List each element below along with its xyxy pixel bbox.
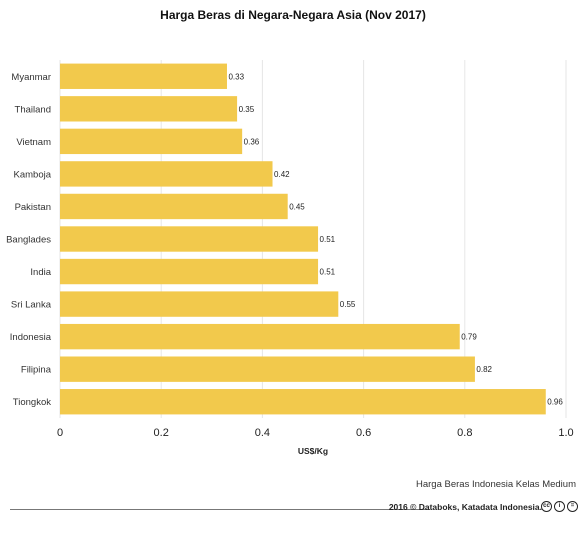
value-label: 0.51 [320, 268, 336, 277]
license-icons: cc i = [541, 501, 578, 512]
bar-chart: Myanmar Thailand Vietnam Kamboja Pakistan Ban… [6, 60, 574, 456]
category-label: Pakistan [15, 202, 51, 213]
value-labels: 0.33 0.35 0.36 0.42 0.45 0.51 0.51 0.55 0.79 0.82… [228, 72, 563, 406]
nd-icon: = [567, 501, 578, 512]
bar [60, 63, 227, 89]
value-label: 0.35 [239, 105, 255, 114]
value-label: 0.96 [547, 398, 563, 407]
bar [60, 291, 339, 317]
bar [60, 193, 288, 220]
value-label: 0.55 [340, 300, 356, 309]
category-label: Banglades [6, 235, 51, 246]
chart-note: Harga Beras Indonesia Kelas Medium [415, 479, 576, 490]
category-label: Vietnam [16, 137, 51, 148]
category-label: Thailand [15, 104, 51, 115]
bar [60, 258, 319, 285]
bar [60, 389, 546, 415]
chart-title: Harga Beras di Negara-Negara Asia (Nov 2… [160, 8, 426, 22]
category-label: Indonesia [10, 332, 52, 343]
category-label: India [30, 267, 51, 278]
bar [60, 356, 475, 382]
value-label: 0.42 [274, 170, 290, 179]
category-label: Tiongkok [13, 397, 51, 408]
value-label: 0.51 [320, 235, 336, 244]
x-tick-label: 0 [57, 427, 63, 439]
value-label: 0.79 [461, 333, 477, 342]
x-tick-label: 0.4 [255, 427, 270, 439]
x-tick-label: 1.0 [558, 427, 573, 439]
category-label: Filipina [21, 365, 52, 376]
by-icon: i [554, 501, 565, 512]
category-labels: Myanmar Thailand Vietnam Kamboja Pakistan Ban… [6, 72, 52, 408]
x-tick-label: 0.8 [457, 427, 472, 439]
bars [60, 63, 546, 415]
x-tick-label: 0.2 [154, 427, 169, 439]
bar [60, 96, 238, 122]
cc-icon: cc [541, 501, 552, 512]
x-axis-title: US$/Kg [298, 446, 328, 456]
bar [60, 161, 273, 187]
copyright-text: 2016 © Databoks, Katadata Indonesia. [388, 502, 542, 512]
footer-divider [10, 509, 430, 510]
value-label: 0.82 [476, 365, 492, 374]
bar [60, 128, 243, 155]
category-label: Myanmar [11, 72, 51, 83]
bar [60, 226, 319, 252]
value-label: 0.36 [244, 137, 260, 146]
value-label: 0.45 [289, 202, 305, 211]
x-tick-label: 0.6 [356, 427, 371, 439]
category-label: Kamboja [14, 169, 52, 180]
value-label: 0.33 [228, 72, 244, 81]
x-axis-ticks: 0 0.2 0.4 0.6 0.8 1.0 [57, 427, 574, 439]
category-label: Sri Lanka [11, 300, 52, 311]
bar [60, 323, 460, 350]
